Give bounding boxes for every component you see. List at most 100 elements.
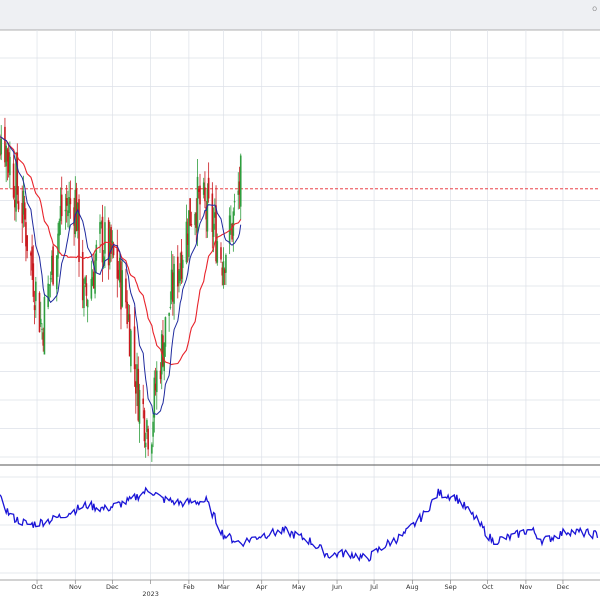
candle-body bbox=[130, 330, 132, 367]
candle-body bbox=[57, 233, 59, 259]
candle-body bbox=[83, 285, 85, 309]
candle-body bbox=[176, 256, 179, 287]
candle-body bbox=[69, 198, 72, 205]
x-tick-label: Mar bbox=[217, 583, 230, 591]
x-tick-label: Apr bbox=[256, 583, 268, 591]
candle-body bbox=[75, 189, 78, 231]
candle-body bbox=[178, 270, 180, 284]
candle-body bbox=[112, 243, 115, 256]
candle-body bbox=[25, 222, 27, 247]
candle-body bbox=[117, 269, 120, 279]
candle-body bbox=[232, 211, 235, 236]
candle-body bbox=[49, 278, 52, 280]
x-tick-label: Nov bbox=[69, 583, 82, 591]
candle-body bbox=[39, 318, 42, 325]
candle-body bbox=[128, 314, 131, 357]
candle-body bbox=[144, 442, 147, 448]
candle-body bbox=[155, 370, 158, 393]
candle-body bbox=[104, 222, 106, 254]
candle-body bbox=[135, 381, 137, 394]
candle-body bbox=[48, 284, 51, 286]
candle-body bbox=[195, 212, 198, 228]
candle-body bbox=[65, 197, 68, 206]
ma-long-line bbox=[0, 135, 242, 366]
candle-body bbox=[172, 272, 174, 302]
candle-body bbox=[221, 267, 224, 276]
candle-body bbox=[179, 263, 182, 281]
candle-body bbox=[12, 163, 15, 198]
candle-body bbox=[81, 252, 84, 301]
candle-body bbox=[233, 200, 236, 203]
candle-body bbox=[100, 222, 103, 225]
candle-body bbox=[0, 153, 1, 156]
candle-body bbox=[60, 194, 63, 217]
candle-body bbox=[133, 326, 136, 370]
candle-body bbox=[120, 261, 122, 310]
candle-body bbox=[118, 257, 121, 283]
candle-body bbox=[85, 283, 88, 296]
candle-body bbox=[31, 246, 33, 271]
candle-body bbox=[151, 444, 153, 454]
candle-body bbox=[220, 247, 222, 260]
x-tick-label: Aug bbox=[406, 583, 419, 591]
header-band bbox=[0, 0, 600, 30]
candle-body bbox=[127, 313, 130, 321]
candle-body bbox=[93, 271, 95, 289]
candle-body bbox=[169, 306, 172, 308]
candle-body bbox=[109, 228, 111, 263]
candle-body bbox=[180, 251, 183, 279]
candle-body bbox=[146, 420, 148, 432]
x-tick-label: 2023 bbox=[142, 590, 159, 598]
x-axis-labels: Oct Nov Dec 2023 Feb Mar Apr May Jun Jul Aug Sep Oct… bbox=[31, 580, 570, 598]
candle-body bbox=[125, 278, 127, 303]
candle-body bbox=[33, 305, 36, 311]
candle-body bbox=[67, 210, 69, 217]
x-tick-label: Nov bbox=[520, 583, 533, 591]
candle-body bbox=[196, 176, 199, 233]
candle-body bbox=[216, 241, 219, 263]
candle-body bbox=[22, 190, 25, 215]
candlestick-series bbox=[0, 117, 242, 462]
candle-body bbox=[159, 370, 162, 380]
candle-body bbox=[223, 269, 226, 274]
candle-body bbox=[32, 263, 35, 297]
candle-body bbox=[137, 368, 140, 421]
candle-body bbox=[94, 260, 96, 294]
candle-body bbox=[168, 312, 170, 316]
candle-body bbox=[194, 214, 196, 226]
price-grid bbox=[0, 30, 600, 465]
candle-body bbox=[164, 317, 167, 347]
candle-body bbox=[185, 221, 188, 263]
candle-body bbox=[42, 332, 45, 346]
candle-body bbox=[9, 156, 11, 176]
x-tick-label: Feb bbox=[183, 583, 195, 591]
candle-body bbox=[162, 335, 164, 366]
candle-body bbox=[142, 398, 145, 405]
candle-body bbox=[211, 193, 214, 232]
candle-body bbox=[58, 221, 61, 236]
candle-body bbox=[237, 190, 240, 195]
candle-body bbox=[205, 207, 207, 220]
candle-body bbox=[0, 138, 3, 155]
x-tick-label: Sep bbox=[444, 583, 456, 591]
candle-body bbox=[43, 296, 46, 355]
candle-body bbox=[7, 152, 10, 173]
candle-body bbox=[68, 197, 70, 214]
candle-body bbox=[74, 189, 77, 235]
candle-body bbox=[181, 259, 184, 268]
candle-body bbox=[26, 235, 28, 252]
x-tick-label: Jun bbox=[331, 583, 342, 591]
ma-short-line bbox=[0, 135, 242, 415]
x-tick-label: May bbox=[292, 583, 306, 591]
candle-body bbox=[4, 126, 6, 163]
candle-body bbox=[86, 299, 89, 308]
candle-body bbox=[225, 254, 227, 273]
candle-body bbox=[204, 187, 206, 202]
candle-body bbox=[163, 342, 165, 372]
candle-body bbox=[23, 202, 26, 220]
candle-body bbox=[102, 256, 105, 266]
candle-body bbox=[84, 277, 86, 284]
candle-body bbox=[231, 224, 233, 240]
candle-body bbox=[21, 202, 24, 224]
x-tick-label: Oct bbox=[482, 583, 494, 591]
